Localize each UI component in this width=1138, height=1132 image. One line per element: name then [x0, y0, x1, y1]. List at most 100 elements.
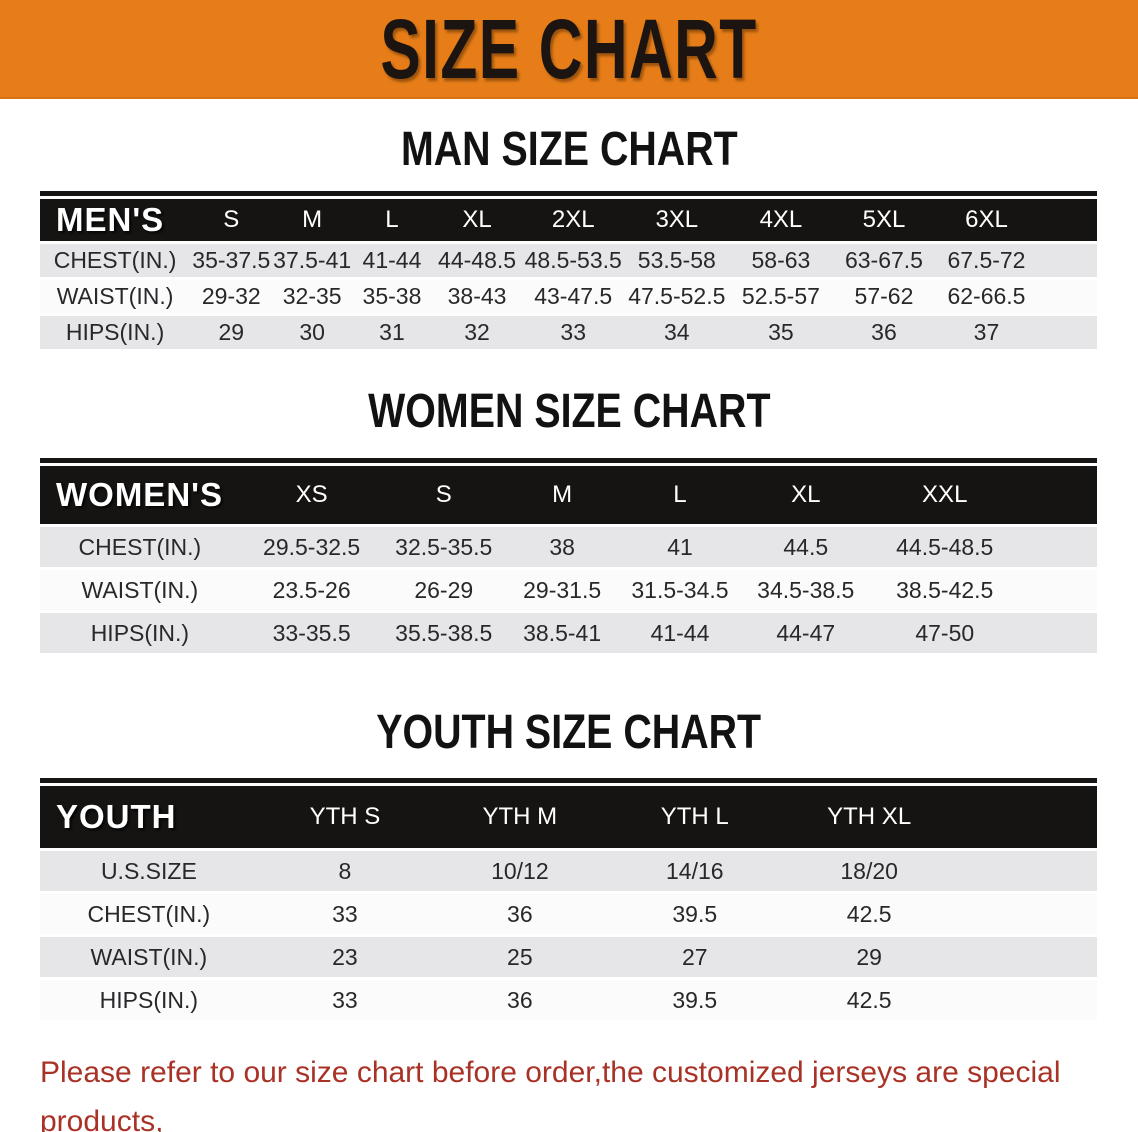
- row-label: HIPS(IN.): [40, 316, 191, 349]
- row-spacer: [1037, 244, 1097, 277]
- col-header: XS: [239, 466, 384, 524]
- size-value: 31: [351, 316, 433, 349]
- size-value: 26-29: [383, 570, 504, 610]
- row-spacer: [1017, 570, 1097, 610]
- col-header: YTH S: [257, 786, 433, 848]
- col-header: 2XL: [521, 199, 625, 241]
- row-label: WAIST(IN.): [40, 570, 240, 610]
- mens-header-label: MEN'S: [40, 199, 191, 241]
- row-label: U.S.SIZE: [40, 851, 258, 891]
- table-row: WAIST(IN.) 23.5-26 26-29 29-31.5 31.5-34…: [40, 570, 1097, 610]
- size-value: 27: [607, 937, 782, 977]
- size-value: 29-32: [190, 280, 273, 313]
- col-header: M: [504, 466, 621, 524]
- size-value: 38: [504, 527, 621, 567]
- size-value: 67.5-72: [935, 244, 1038, 277]
- size-value: 44-48.5: [432, 244, 522, 277]
- table-row: WAIST(IN.) 29-32 32-35 35-38 38-43 43-47…: [40, 280, 1097, 313]
- row-label: CHEST(IN.): [40, 527, 240, 567]
- table-header-row: YOUTH YTH S YTH M YTH L YTH XL: [40, 786, 1097, 848]
- size-value: 29.5-32.5: [239, 527, 384, 567]
- size-value: 30: [272, 316, 352, 349]
- size-value: 52.5-57: [729, 280, 833, 313]
- banner-title: SIZE CHART: [380, 1, 758, 96]
- row-spacer: [956, 894, 1097, 934]
- size-value: 33: [521, 316, 625, 349]
- row-label: CHEST(IN.): [40, 894, 258, 934]
- size-value: 36: [432, 894, 608, 934]
- table-header-row: MEN'S S M L XL 2XL 3XL 4XL 5XL 6XL: [40, 199, 1097, 241]
- col-header: 3XL: [624, 199, 730, 241]
- table-row: WAIST(IN.) 23 25 27 29: [40, 937, 1097, 977]
- size-value: 39.5: [607, 980, 782, 1020]
- col-header: XL: [739, 466, 872, 524]
- row-spacer: [1017, 527, 1097, 567]
- size-value: 37: [935, 316, 1038, 349]
- size-value: 29: [781, 937, 957, 977]
- size-value: 10/12: [432, 851, 608, 891]
- row-spacer: [956, 937, 1097, 977]
- size-value: 47-50: [871, 613, 1018, 653]
- men-section-title: MAN SIZE CHART: [400, 123, 738, 176]
- col-header: YTH L: [607, 786, 782, 848]
- size-value: 37.5-41: [272, 244, 352, 277]
- col-header: YTH M: [432, 786, 608, 848]
- youth-header-label: YOUTH: [40, 786, 258, 848]
- size-value: 23.5-26: [239, 570, 384, 610]
- size-value: 58-63: [729, 244, 833, 277]
- size-value: 23: [257, 937, 433, 977]
- size-value: 36: [832, 316, 936, 349]
- size-value: 57-62: [832, 280, 936, 313]
- table-row: HIPS(IN.) 33 36 39.5 42.5: [40, 980, 1097, 1020]
- order-disclaimer: Please refer to our size chart before or…: [40, 1048, 1115, 1132]
- size-value: 18/20: [781, 851, 957, 891]
- col-header: 5XL: [832, 199, 936, 241]
- size-value: 32: [432, 316, 522, 349]
- size-value: 41-44: [351, 244, 433, 277]
- table-row: CHEST(IN.) 33 36 39.5 42.5: [40, 894, 1097, 934]
- row-label: WAIST(IN.): [40, 280, 191, 313]
- col-header: 4XL: [729, 199, 833, 241]
- table-row: HIPS(IN.) 33-35.5 35.5-38.5 38.5-41 41-4…: [40, 613, 1097, 653]
- size-value: 14/16: [607, 851, 782, 891]
- size-value: 42.5: [781, 894, 957, 934]
- table-row: CHEST(IN.) 29.5-32.5 32.5-35.5 38 41 44.…: [40, 527, 1097, 567]
- size-value: 33: [257, 894, 433, 934]
- table-header-row: WOMEN'S XS S M L XL XXL: [40, 466, 1097, 524]
- row-spacer: [1037, 280, 1097, 313]
- size-value: 39.5: [607, 894, 782, 934]
- size-value: 44.5: [739, 527, 872, 567]
- size-value: 44.5-48.5: [871, 527, 1018, 567]
- row-spacer: [1037, 316, 1097, 349]
- size-value: 33-35.5: [239, 613, 384, 653]
- row-spacer: [956, 980, 1097, 1020]
- header-spacer: [1037, 199, 1097, 241]
- size-value: 63-67.5: [832, 244, 936, 277]
- size-value: 31.5-34.5: [620, 570, 740, 610]
- col-header: S: [383, 466, 504, 524]
- row-label: CHEST(IN.): [40, 244, 191, 277]
- size-value: 62-66.5: [935, 280, 1038, 313]
- mens-size-table: MEN'S S M L XL 2XL 3XL 4XL 5XL 6XL CHEST…: [40, 191, 1097, 352]
- row-spacer: [956, 851, 1097, 891]
- size-value: 34.5-38.5: [739, 570, 872, 610]
- size-value: 36: [432, 980, 608, 1020]
- size-value: 38-43: [432, 280, 522, 313]
- col-header: YTH XL: [781, 786, 957, 848]
- size-value: 32.5-35.5: [383, 527, 504, 567]
- size-value: 8: [257, 851, 433, 891]
- size-value: 34: [624, 316, 730, 349]
- row-label: HIPS(IN.): [40, 980, 258, 1020]
- disclaimer-line-1: Please refer to our size chart before or…: [40, 1056, 1061, 1132]
- row-label: WAIST(IN.): [40, 937, 258, 977]
- size-value: 32-35: [272, 280, 352, 313]
- size-value: 29: [190, 316, 273, 349]
- youth-section-title: YOUTH SIZE CHART: [376, 706, 762, 759]
- col-header: L: [351, 199, 433, 241]
- size-value: 35: [729, 316, 833, 349]
- size-value: 35.5-38.5: [383, 613, 504, 653]
- women-section-title: WOMEN SIZE CHART: [367, 385, 771, 438]
- size-value: 35-38: [351, 280, 433, 313]
- size-value: 38.5-41: [504, 613, 621, 653]
- size-value: 41-44: [620, 613, 740, 653]
